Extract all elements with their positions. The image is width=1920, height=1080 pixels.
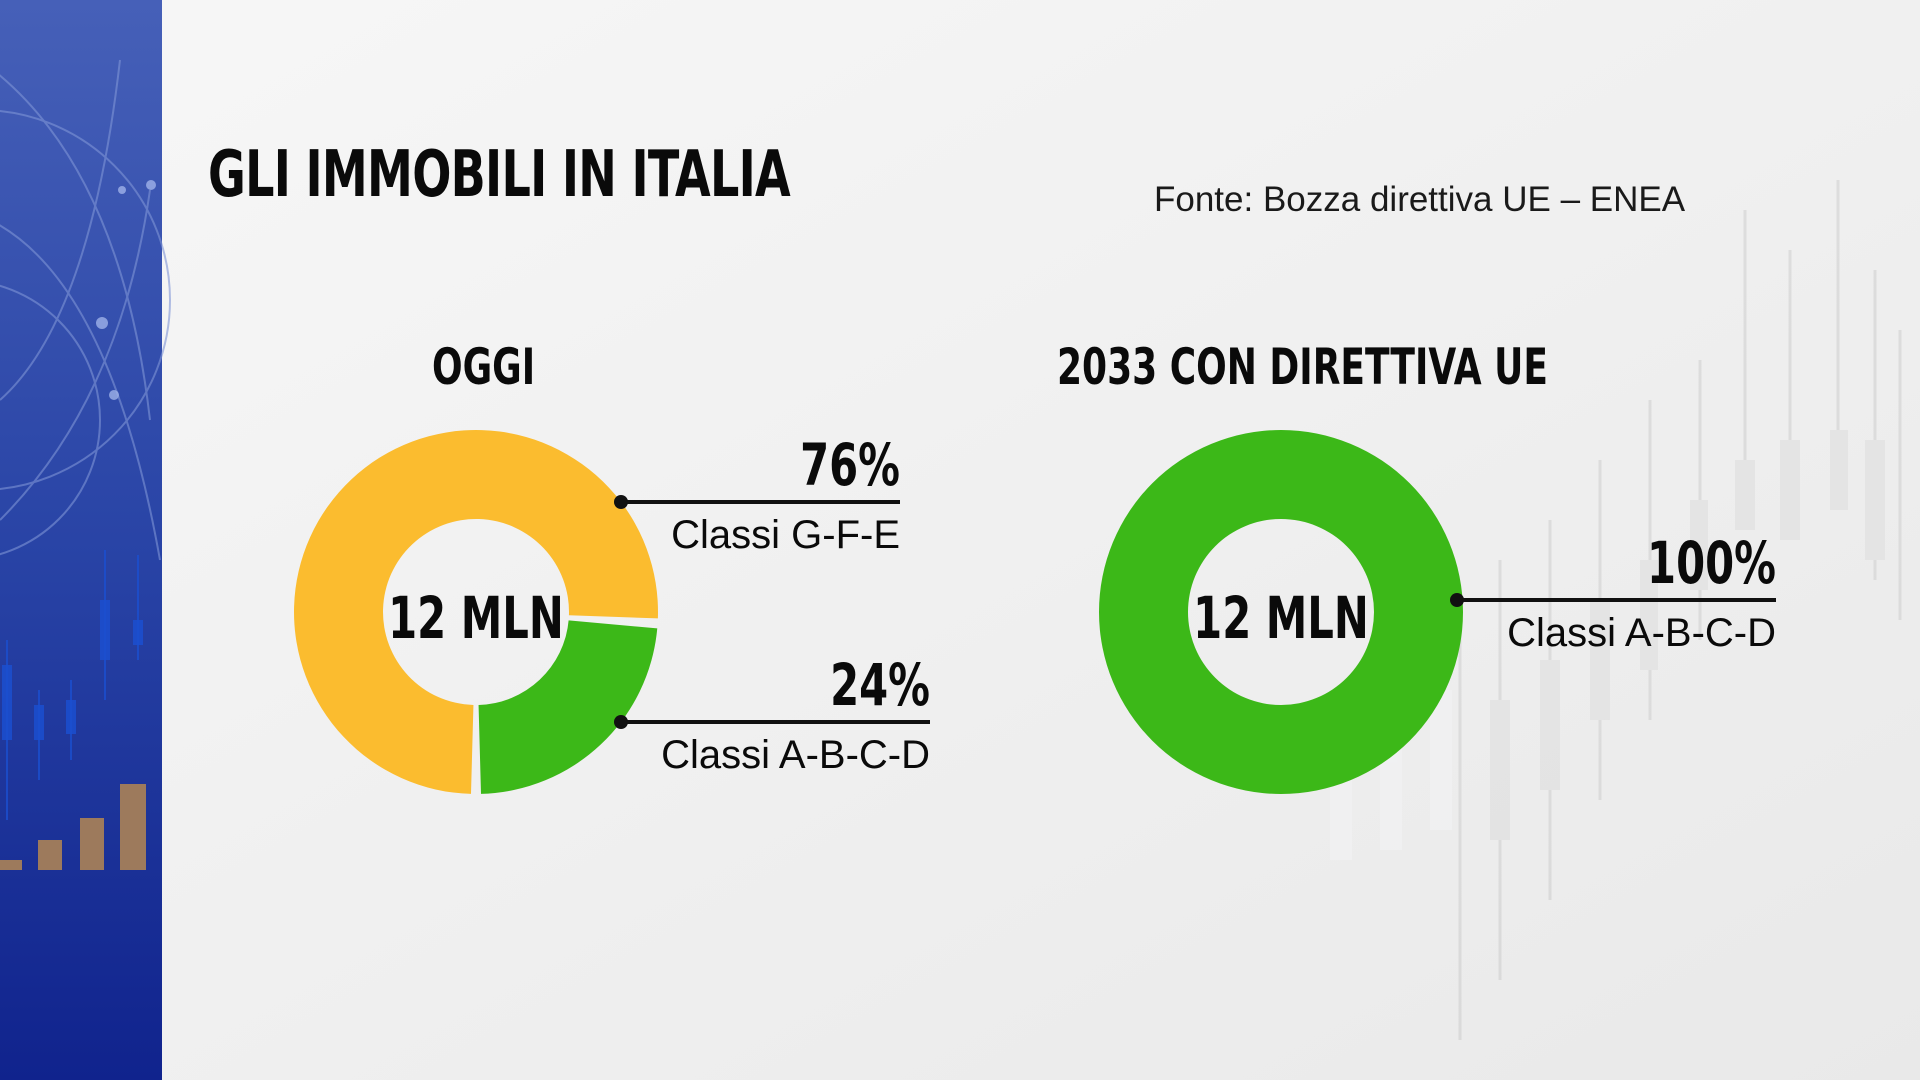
chart-1-slice-2: [478, 620, 658, 794]
decorative-network: [0, 59, 171, 561]
chart-1-slice-label-2: Classi A-B-C-D: [661, 733, 930, 777]
chart-1-slice-label-1: Classi G-F-E: [671, 513, 900, 557]
chart-1-leader-dot-1: [614, 495, 628, 509]
chart-1-title: OGGI: [432, 338, 536, 396]
chart-2-slice-1: [1099, 430, 1463, 794]
chart-2-slice-label-1: Classi A-B-C-D: [1507, 611, 1776, 655]
sidebar-panel: [0, 0, 162, 1080]
decorative-sidebar-bars: [0, 550, 146, 870]
chart-2-center-label: 12 MLN: [1193, 584, 1369, 652]
chart-1-center-label: 12 MLN: [388, 584, 564, 652]
source-note: Fonte: Bozza direttiva UE – ENEA: [1154, 180, 1686, 219]
chart-2-leader-dot-1: [1450, 593, 1464, 607]
decorative-candlesticks: [1330, 180, 1902, 1040]
chart-1-slice-1: [294, 430, 659, 794]
chart-1-value-label-2: 24%: [830, 651, 930, 719]
chart-1-leader-dot-2: [614, 715, 628, 729]
chart-2-value-label-1: 100%: [1647, 529, 1776, 597]
chart-2-title: 2033 CON DIRETTIVA UE: [1057, 338, 1548, 396]
chart-1-value-label-1: 76%: [800, 431, 900, 499]
page-title: GLI IMMOBILI IN ITALIA: [208, 138, 791, 212]
